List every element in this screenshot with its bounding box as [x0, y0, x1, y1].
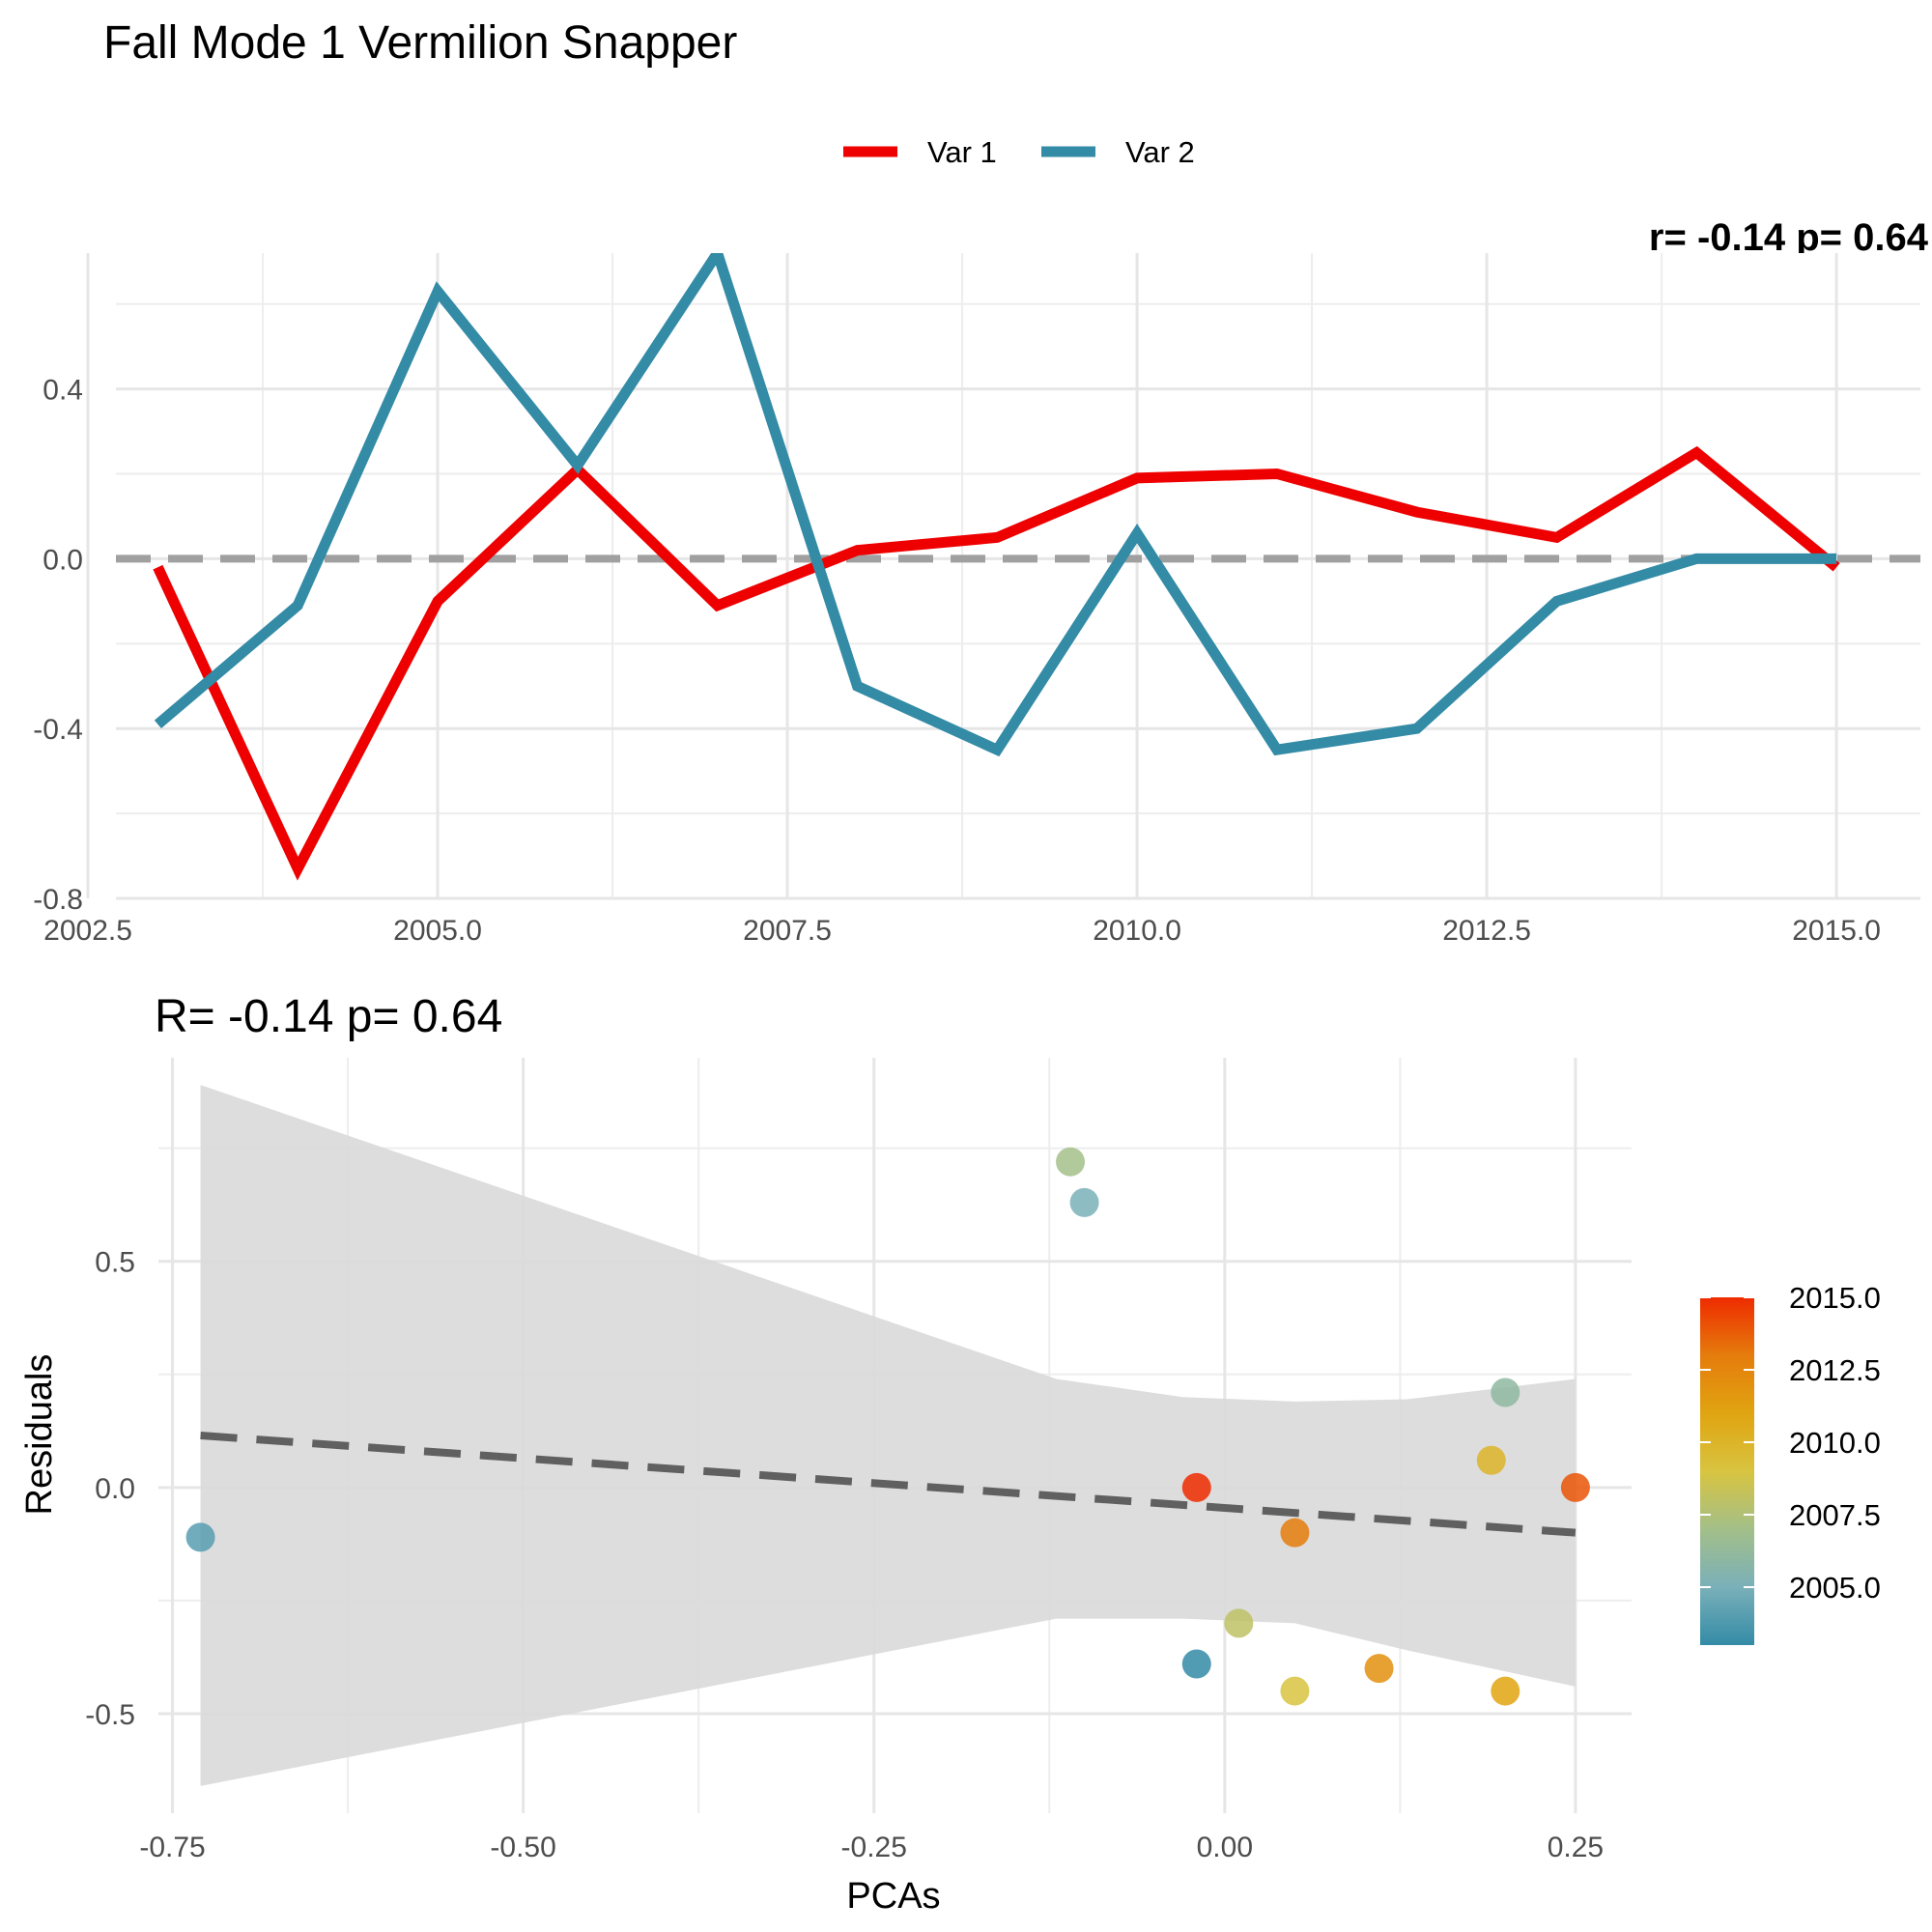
stats-annotation-clip: r= -0.14 p= 0.64 — [1649, 216, 1929, 259]
y-tick-label: 0.4 — [43, 375, 83, 407]
scatter-point-2004 — [185, 1522, 215, 1552]
x-tick-label: 2010.0 — [1093, 915, 1181, 947]
confidence-band — [200, 1085, 1576, 1786]
y-tick-label: -0.8 — [33, 884, 83, 916]
scatter-panel: -0.75 -0.50 -0.25 0.00 0.25 -0.50.00.5 PCAs … — [19, 1058, 1632, 1917]
colorbar-tick-label: 2010.0 — [1789, 1426, 1881, 1460]
colorbar-tick-label: 2012.5 — [1789, 1353, 1881, 1387]
scatter-x-tick-labels: -0.75 -0.50 -0.25 0.00 0.25 — [139, 1832, 1604, 1863]
y-tick-label: 0.0 — [95, 1473, 135, 1505]
time-series-x-tick-labels: 2002.5 2005.0 2007.5 2010.0 2012.5 2015.0 — [43, 915, 1881, 947]
chart-title: Fall Mode 1 Vermilion Snapper — [103, 17, 737, 69]
series-line-var1 — [153, 445, 1840, 881]
scatter-y-tick-labels: -0.5 0.0 0.5 — [85, 1247, 135, 1731]
scatter-point-2005 — [1069, 1187, 1099, 1217]
colorbar-tick-label: 2005.0 — [1789, 1571, 1881, 1605]
x-tick-label: 2012.5 — [1442, 915, 1531, 947]
y-axis-title: Residuals — [19, 1354, 60, 1516]
x-tick-label: 0.25 — [1548, 1832, 1604, 1863]
scatter-point-2014 — [1560, 1472, 1590, 1502]
legend-label-var2: Var 2 — [1125, 135, 1195, 169]
scatter-point-2010 — [1476, 1445, 1506, 1475]
colorbar-ticks: 2005.0 2007.5 2010.0 2012.5 2015.0 — [1700, 1281, 1881, 1605]
scatter-point-2007 — [1056, 1147, 1086, 1177]
x-tick-label: 2002.5 — [43, 915, 132, 947]
time-series-y-tick-labels: -0.8 -0.4 0.0 0.4 — [33, 375, 83, 916]
y-tick-label: -0.4 — [33, 714, 83, 746]
y-tick-label: -0.5 — [85, 1699, 135, 1731]
colorbar: 2005.0 2007.5 2010.0 2012.5 2015.0 — [1700, 1281, 1881, 1645]
scatter-point-2015 — [1181, 1472, 1211, 1502]
legend: Var 1 Var 2 — [843, 135, 1195, 169]
x-axis-title: PCAs — [846, 1876, 940, 1917]
legend-label-var1: Var 1 — [927, 135, 997, 169]
scatter-point-2006 — [1491, 1378, 1520, 1407]
y-tick-label: 0.5 — [95, 1247, 135, 1279]
scatter-point-2008 — [1224, 1608, 1254, 1638]
stats-annotation: r= -0.14 p= 0.64 — [1649, 216, 1929, 259]
x-tick-label: 2005.0 — [393, 915, 482, 947]
scatter-point-2003 — [1181, 1649, 1211, 1679]
series-line-var2 — [154, 253, 1837, 757]
x-tick-label: 0.00 — [1197, 1832, 1253, 1863]
scatter-point-2013 — [1280, 1518, 1310, 1548]
scatter-point-2009 — [1280, 1676, 1310, 1706]
colorbar-tick-label: 2015.0 — [1789, 1281, 1881, 1315]
x-tick-label: 2015.0 — [1792, 915, 1881, 947]
x-tick-label: -0.75 — [139, 1832, 205, 1863]
colorbar-tick-label: 2007.5 — [1789, 1498, 1881, 1532]
scatter-points — [185, 1147, 1590, 1706]
scatter-subtitle: R= -0.14 p= 0.64 — [155, 991, 502, 1042]
time-series-panel: 2002.5 2005.0 2007.5 2010.0 2012.5 2015.0 -0.… — [33, 216, 1929, 947]
x-tick-label: -0.50 — [490, 1832, 555, 1863]
x-tick-label: -0.25 — [841, 1832, 907, 1863]
colorbar-gradient — [1700, 1297, 1754, 1645]
x-tick-label: 2007.5 — [743, 915, 832, 947]
y-tick-label: 0.0 — [43, 544, 83, 576]
regression-fit-line — [200, 1432, 1577, 1537]
scatter-point-2011 — [1491, 1676, 1520, 1706]
scatter-point-2012 — [1364, 1654, 1394, 1684]
